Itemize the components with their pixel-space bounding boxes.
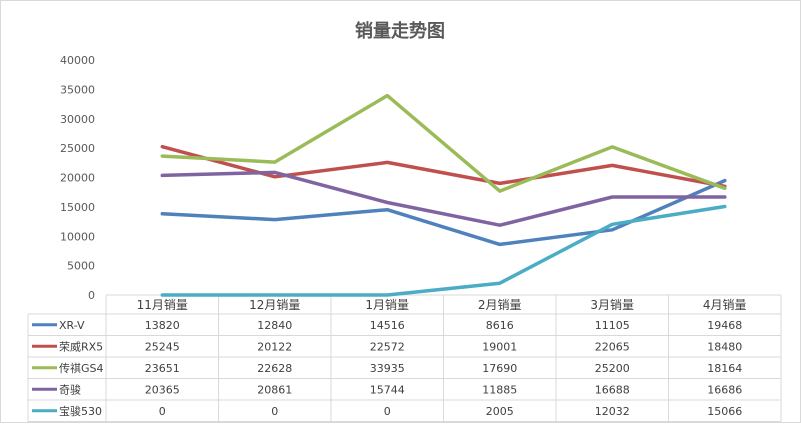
- table-cell-value: 19001: [482, 340, 517, 353]
- y-tick-label: 0: [88, 289, 95, 302]
- series-name-label: 宝骏530: [59, 404, 102, 418]
- series-name-label: 传祺GS4: [59, 362, 104, 375]
- table-cell-value: 12840: [257, 319, 292, 332]
- table-cell-value: 20861: [257, 383, 292, 396]
- x-category-label: 12月销量: [249, 298, 300, 312]
- series-name-label: 荣威RX5: [59, 340, 103, 353]
- series-name-label: 奇骏: [59, 382, 81, 396]
- table-cell-value: 0: [384, 405, 391, 418]
- table-cell-value: 15744: [370, 383, 405, 396]
- table-cell-value: 20365: [145, 383, 180, 396]
- table-cell-value: 18164: [707, 362, 742, 375]
- table-cell-value: 0: [271, 405, 278, 418]
- table-cell-value: 0: [159, 405, 166, 418]
- table-cell-value: 22572: [370, 340, 405, 353]
- table-cell-value: 17690: [482, 362, 517, 375]
- table-cell-value: 16686: [707, 383, 742, 396]
- y-axis: 0 5000 10000 15000 20000 25000 30000 35000 40000: [60, 54, 95, 302]
- y-tick-label: 5000: [67, 260, 95, 273]
- x-category-label: 11月销量: [137, 298, 188, 312]
- table-cell-value: 16688: [595, 383, 630, 396]
- series-lines: [160, 93, 727, 297]
- series-line-3: [160, 170, 727, 227]
- table-cell-value: 13820: [145, 319, 180, 332]
- table-cell-value: 15066: [707, 405, 742, 418]
- table-cell-value: 33935: [370, 362, 405, 375]
- table-cell-value: 11105: [595, 319, 630, 332]
- y-tick-label: 10000: [60, 230, 95, 243]
- table-cell-value: 22065: [595, 340, 630, 353]
- table-cell-value: 22628: [257, 362, 292, 375]
- series-line-1: [160, 144, 727, 189]
- table-cell-value: 25200: [595, 362, 630, 375]
- y-tick-label: 15000: [60, 201, 95, 214]
- chart-title: 销量走势图: [355, 20, 445, 42]
- table-cell-value: 20122: [257, 340, 292, 353]
- x-category-label: 2月销量: [478, 298, 522, 312]
- table-cell-value: 11885: [482, 383, 517, 396]
- y-tick-label: 40000: [60, 54, 95, 67]
- table-cell-value: 12032: [595, 405, 630, 418]
- table-cell-value: 18480: [707, 340, 742, 353]
- x-category-label: 1月销量: [365, 298, 409, 312]
- table-cell-value: 19468: [707, 319, 742, 332]
- series-line-4: [160, 204, 727, 297]
- y-tick-label: 25000: [60, 142, 95, 155]
- x-category-label: 3月销量: [590, 298, 634, 312]
- table-cell-value: 8616: [486, 319, 514, 332]
- series-line-2: [160, 93, 727, 193]
- y-tick-label: 30000: [60, 113, 95, 126]
- x-category-label: 4月销量: [703, 298, 747, 312]
- y-tick-label: 20000: [60, 172, 95, 185]
- table-cell-value: 23651: [145, 362, 180, 375]
- table-cell-value: 2005: [486, 405, 514, 418]
- y-tick-label: 35000: [60, 83, 95, 96]
- data-table: 11月销量 12月销量 1月销量 2月销量 3月销量 4月销量 XR-V 13820 12840…: [27, 294, 782, 422]
- table-cell-value: 25245: [145, 340, 180, 353]
- series-name-label: XR-V: [59, 319, 85, 332]
- table-cell-value: 14516: [370, 319, 405, 332]
